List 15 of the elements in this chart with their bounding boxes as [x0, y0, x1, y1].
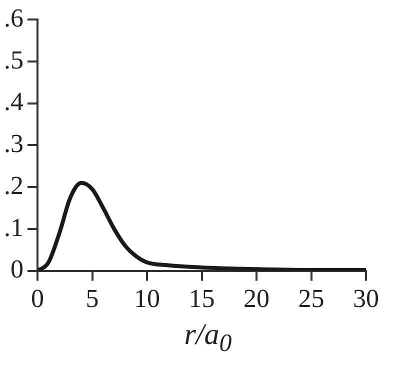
x-tick-label: 20: [244, 284, 270, 314]
y-tick-label: .6: [4, 3, 24, 32]
x-tick-label: 5: [86, 284, 99, 314]
x-tick-label: 10: [134, 284, 160, 314]
x-tick-label: 15: [188, 284, 215, 314]
x-tick-label: 25: [298, 284, 324, 314]
x-tick-label: 30: [353, 284, 379, 314]
x-axis-title: r/a$_{0}$: [183, 318, 233, 358]
y-tick-label: .2: [4, 170, 24, 200]
y-tick-label: .5: [4, 45, 24, 74]
y-tick-label: .4: [4, 87, 24, 116]
y-tick-label: 0: [10, 254, 24, 284]
y-tick-label: .1: [4, 212, 24, 242]
x-tick-label: 0: [31, 284, 44, 314]
y-tick-label: .3: [4, 129, 24, 158]
